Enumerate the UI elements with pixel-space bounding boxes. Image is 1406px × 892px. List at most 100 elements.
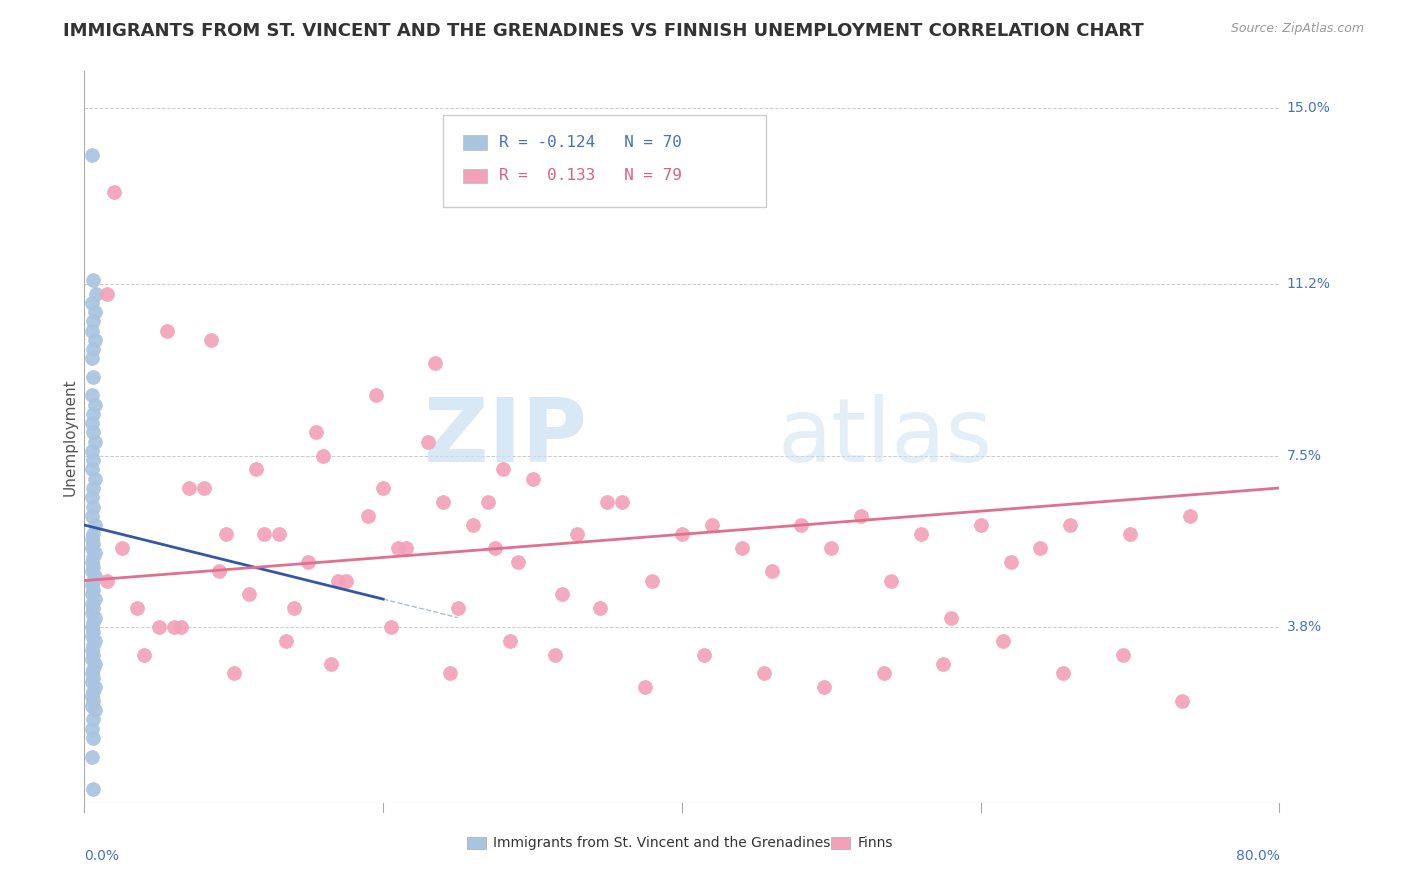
Text: IMMIGRANTS FROM ST. VINCENT AND THE GRENADINES VS FINNISH UNEMPLOYMENT CORRELATI: IMMIGRANTS FROM ST. VINCENT AND THE GREN… — [63, 22, 1144, 40]
Point — [671, 527, 693, 541]
Point — [416, 434, 439, 449]
Point — [82, 713, 104, 727]
Bar — [463, 169, 486, 183]
Text: ZIP: ZIP — [423, 393, 586, 481]
Point — [80, 587, 103, 601]
Point — [447, 601, 470, 615]
Text: Source: ZipAtlas.com: Source: ZipAtlas.com — [1230, 22, 1364, 36]
Point — [82, 536, 104, 550]
Text: atlas: atlas — [778, 393, 993, 481]
Point — [80, 388, 103, 402]
Point — [80, 541, 103, 556]
Point — [567, 527, 589, 541]
Point — [82, 407, 104, 421]
Point — [364, 388, 387, 402]
Point — [506, 555, 529, 569]
Point — [80, 351, 103, 366]
Bar — [831, 838, 851, 849]
Point — [208, 565, 231, 579]
Point — [589, 601, 612, 615]
Point — [83, 592, 105, 607]
Point — [380, 620, 402, 634]
Point — [274, 633, 297, 648]
Point — [1000, 555, 1022, 569]
Point — [83, 703, 105, 717]
Point — [80, 324, 103, 338]
Text: R =  0.133   N = 79: R = 0.133 N = 79 — [499, 169, 682, 184]
Point — [328, 574, 350, 588]
Point — [872, 666, 894, 681]
Point — [80, 444, 103, 458]
Point — [82, 731, 104, 745]
Point — [910, 527, 932, 541]
Point — [880, 574, 903, 588]
Point — [82, 527, 104, 541]
Point — [193, 481, 215, 495]
Point — [80, 555, 103, 569]
Bar — [467, 838, 486, 849]
Point — [163, 620, 186, 634]
Point — [82, 342, 104, 356]
Point — [80, 629, 103, 643]
Point — [1059, 518, 1081, 533]
Point — [253, 527, 276, 541]
Point — [80, 606, 103, 620]
Point — [80, 666, 103, 681]
Point — [425, 356, 447, 370]
Point — [82, 550, 104, 565]
Point — [813, 680, 835, 694]
Point — [80, 698, 103, 713]
Point — [80, 532, 103, 546]
Point — [80, 462, 103, 476]
Point — [83, 657, 105, 671]
Point — [80, 643, 103, 657]
Point — [297, 555, 319, 569]
Point — [103, 185, 125, 199]
Point — [82, 582, 104, 597]
Point — [83, 610, 105, 624]
Point — [83, 680, 105, 694]
Point — [373, 481, 395, 495]
Point — [1052, 666, 1074, 681]
Point — [80, 508, 103, 523]
Text: Finns: Finns — [858, 836, 893, 850]
Point — [82, 574, 104, 588]
Point — [96, 286, 118, 301]
Point — [125, 601, 148, 615]
Point — [83, 305, 105, 319]
Text: 3.8%: 3.8% — [1286, 620, 1322, 634]
Point — [312, 449, 335, 463]
Point — [82, 425, 104, 440]
Point — [132, 648, 156, 662]
Point — [267, 527, 290, 541]
Point — [551, 587, 574, 601]
Point — [82, 684, 104, 698]
Point — [851, 508, 873, 523]
Point — [80, 147, 103, 161]
Point — [82, 615, 104, 630]
Text: 11.2%: 11.2% — [1286, 277, 1331, 292]
Point — [357, 508, 380, 523]
Text: Immigrants from St. Vincent and the Grenadines: Immigrants from St. Vincent and the Gren… — [494, 836, 831, 850]
Text: 15.0%: 15.0% — [1286, 102, 1331, 115]
Point — [83, 333, 105, 347]
Point — [544, 648, 567, 662]
Point — [82, 500, 104, 514]
Point — [693, 648, 716, 662]
Point — [82, 694, 104, 708]
Text: R = -0.124   N = 70: R = -0.124 N = 70 — [499, 135, 682, 150]
Point — [499, 633, 522, 648]
Point — [80, 416, 103, 430]
Point — [700, 518, 723, 533]
Point — [82, 671, 104, 685]
Point — [82, 661, 104, 675]
Text: 80.0%: 80.0% — [1236, 849, 1279, 863]
Point — [82, 648, 104, 662]
Point — [1029, 541, 1052, 556]
Bar — [463, 135, 486, 150]
Point — [82, 453, 104, 467]
Point — [82, 601, 104, 615]
Point — [932, 657, 955, 671]
Point — [80, 295, 103, 310]
Point — [477, 495, 499, 509]
